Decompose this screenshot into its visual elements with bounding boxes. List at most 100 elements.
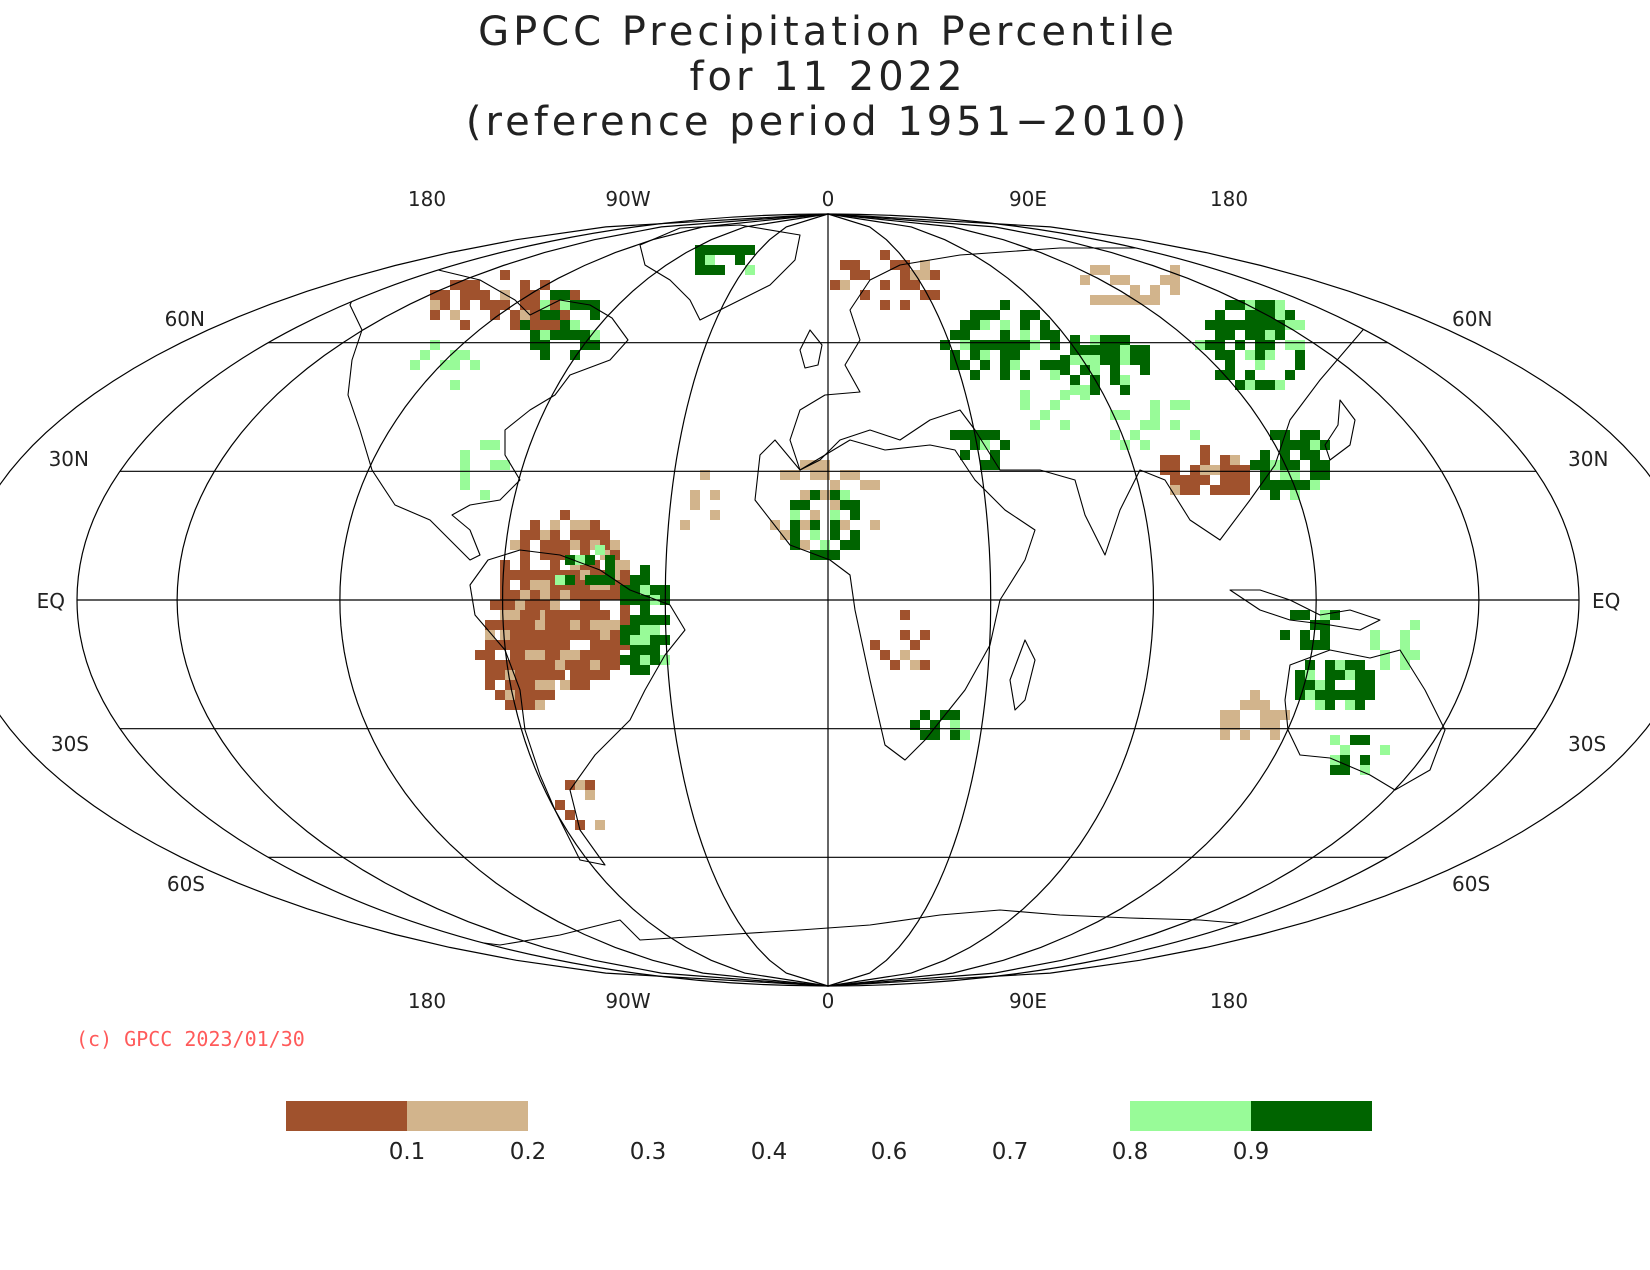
percentile-cell <box>525 630 535 640</box>
percentile-cell <box>520 570 530 580</box>
percentile-cell <box>585 790 595 800</box>
percentile-cell <box>705 255 715 265</box>
coastline-madagascar <box>1009 639 1036 711</box>
percentile-cell <box>1345 690 1355 700</box>
percentile-cell <box>1305 690 1315 700</box>
percentile-cell <box>545 630 555 640</box>
percentile-cell <box>1335 670 1345 680</box>
percentile-cell <box>920 270 930 280</box>
percentile-cell <box>540 590 550 600</box>
percentile-cell <box>480 440 490 450</box>
percentile-cell <box>1265 300 1275 310</box>
percentile-cell <box>470 290 480 300</box>
percentile-cell <box>1280 710 1290 720</box>
percentile-cell <box>1225 360 1235 370</box>
percentile-cell <box>850 540 860 550</box>
meridian-line <box>501 213 829 987</box>
percentile-cell <box>580 340 590 350</box>
percentile-cell <box>1150 400 1160 410</box>
percentile-cell <box>1260 450 1270 460</box>
percentile-cell <box>580 610 590 620</box>
percentile-cell <box>1210 465 1220 475</box>
percentile-cell <box>580 540 590 550</box>
percentile-cell <box>640 575 650 585</box>
percentile-cell <box>460 470 470 480</box>
precipitation-field <box>410 245 1420 830</box>
percentile-cell <box>505 620 515 630</box>
percentile-cell <box>525 620 535 630</box>
percentile-cell <box>550 320 560 330</box>
percentile-cell <box>450 360 460 370</box>
percentile-cell <box>1030 420 1040 430</box>
percentile-cell <box>640 605 650 615</box>
percentile-cell <box>450 280 460 290</box>
percentile-cell <box>600 660 610 670</box>
graticule <box>0 213 1650 987</box>
meridian-line <box>827 213 1650 987</box>
percentile-cell <box>1215 330 1225 340</box>
percentile-cell <box>820 490 830 500</box>
percentile-cell <box>1220 485 1230 495</box>
percentile-cell <box>540 640 550 650</box>
percentile-cell <box>650 635 660 645</box>
meridian-line <box>176 213 829 987</box>
percentile-cell <box>1170 420 1180 430</box>
percentile-cell <box>1300 480 1310 490</box>
percentile-cell <box>590 660 600 670</box>
percentile-cell <box>440 300 450 310</box>
percentile-cell <box>840 260 850 270</box>
percentile-cell <box>1235 380 1245 390</box>
percentile-cell <box>640 615 650 625</box>
percentile-cell <box>595 575 605 585</box>
percentile-cell <box>1345 700 1355 710</box>
percentile-cell <box>520 280 530 290</box>
percentile-cell <box>980 340 990 350</box>
percentile-cell <box>630 625 640 635</box>
percentile-cell <box>840 490 850 500</box>
percentile-cell <box>630 665 640 675</box>
percentile-cell <box>570 620 580 630</box>
percentile-cell <box>830 280 840 290</box>
percentile-cell <box>450 310 460 320</box>
percentile-cell <box>1225 320 1235 330</box>
percentile-cell <box>840 470 850 480</box>
coastline-eurasia <box>789 247 1381 556</box>
percentile-cell <box>1280 440 1290 450</box>
percentile-cell <box>1080 390 1090 400</box>
percentile-cell <box>1250 690 1260 700</box>
percentile-cell <box>480 490 490 500</box>
percentile-cell <box>600 620 610 630</box>
percentile-cell <box>580 650 590 660</box>
percentile-cell <box>1050 360 1060 370</box>
percentile-cell <box>950 730 960 740</box>
coastline-japan <box>1324 399 1356 461</box>
percentile-cell <box>1290 610 1300 620</box>
percentile-cell <box>620 560 630 570</box>
percentile-cell <box>1345 670 1355 680</box>
map-border <box>76 213 1580 987</box>
percentile-cell <box>580 630 590 640</box>
right-lat-label: EQ <box>1592 589 1620 613</box>
percentile-cell <box>970 440 980 450</box>
meridian-line <box>827 213 992 987</box>
percentile-cell <box>1120 385 1130 395</box>
percentile-cell <box>745 265 755 275</box>
percentile-cell <box>1355 670 1365 680</box>
percentile-cell <box>610 660 620 670</box>
legend-label: 0.4 <box>751 1139 788 1165</box>
percentile-cell <box>560 310 570 320</box>
percentile-cell <box>1050 370 1060 380</box>
percentile-cell <box>1255 300 1265 310</box>
percentile-cell <box>970 340 980 350</box>
percentile-cell <box>1265 340 1275 350</box>
percentile-cell <box>570 300 580 310</box>
percentile-cell <box>960 340 970 350</box>
percentile-cell <box>830 500 840 510</box>
percentile-cell <box>600 670 610 680</box>
percentile-cell <box>575 820 585 830</box>
percentile-cell <box>570 350 580 360</box>
percentile-cell <box>555 660 565 670</box>
percentile-cell <box>705 245 715 255</box>
left-lat-label: 30N <box>49 447 89 471</box>
percentile-cell <box>565 575 575 585</box>
